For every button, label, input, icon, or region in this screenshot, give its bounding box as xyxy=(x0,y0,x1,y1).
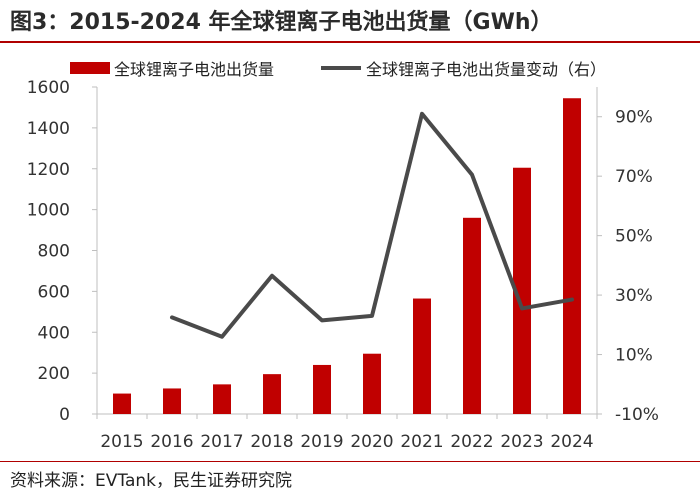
title-divider xyxy=(0,41,700,43)
right-tick-label: 50% xyxy=(615,227,653,247)
x-tick-label: 2024 xyxy=(550,432,593,452)
bar xyxy=(163,388,181,414)
left-tick-label: 800 xyxy=(38,242,70,262)
x-tick-label: 2016 xyxy=(150,432,193,452)
legend: 全球锂离子电池出货量 全球锂离子电池出货量变动（右） xyxy=(70,60,606,79)
bar xyxy=(263,374,281,414)
x-tick-label: 2015 xyxy=(100,432,143,452)
bar xyxy=(113,393,131,414)
bar xyxy=(563,98,581,414)
bar xyxy=(413,298,431,414)
legend-bar-label: 全球锂离子电池出货量 xyxy=(114,60,274,79)
right-tick-label: 90% xyxy=(615,108,653,128)
right-tick-label: 10% xyxy=(615,346,653,366)
right-tick-label: 30% xyxy=(615,286,653,306)
x-tick-label: 2023 xyxy=(500,432,543,452)
left-tick-label: 1200 xyxy=(27,160,70,180)
left-tick-label: 400 xyxy=(38,323,70,343)
source-note: 资料来源：EVTank，民生证券研究院 xyxy=(10,471,292,491)
left-tick-label: 1400 xyxy=(27,119,70,139)
right-tick-label: 70% xyxy=(615,167,653,187)
bar xyxy=(463,217,481,414)
x-tick-label: 2018 xyxy=(250,432,293,452)
x-tick-label: 2021 xyxy=(400,432,443,452)
left-tick-label: 0 xyxy=(59,405,70,425)
x-tick-label: 2017 xyxy=(200,432,243,452)
line-series xyxy=(170,111,574,339)
x-tick-label: 2019 xyxy=(300,432,343,452)
left-tick-label: 1000 xyxy=(27,201,70,221)
bar xyxy=(313,364,331,414)
legend-bar-swatch xyxy=(70,62,110,74)
bar xyxy=(213,384,231,414)
x-tick-label: 2022 xyxy=(450,432,493,452)
bar xyxy=(363,353,381,414)
left-tick-label: 1600 xyxy=(27,78,70,98)
bar-series xyxy=(113,98,581,414)
chart-title: 图3：2015-2024 年全球锂离子电池出货量（GWh） xyxy=(10,10,553,35)
x-tick-label: 2020 xyxy=(350,432,393,452)
axes: 0 200 400 600 800 1000 1200 1400 1600 -10% 10% 30% 5… xyxy=(27,78,659,452)
left-tick-label: 200 xyxy=(38,364,70,384)
bar xyxy=(513,167,531,414)
legend-line-label: 全球锂离子电池出货量变动（右） xyxy=(366,60,606,79)
source-divider xyxy=(0,461,700,462)
left-tick-label: 600 xyxy=(38,282,70,302)
right-tick-label: -10% xyxy=(615,405,659,425)
line-path xyxy=(170,111,574,339)
